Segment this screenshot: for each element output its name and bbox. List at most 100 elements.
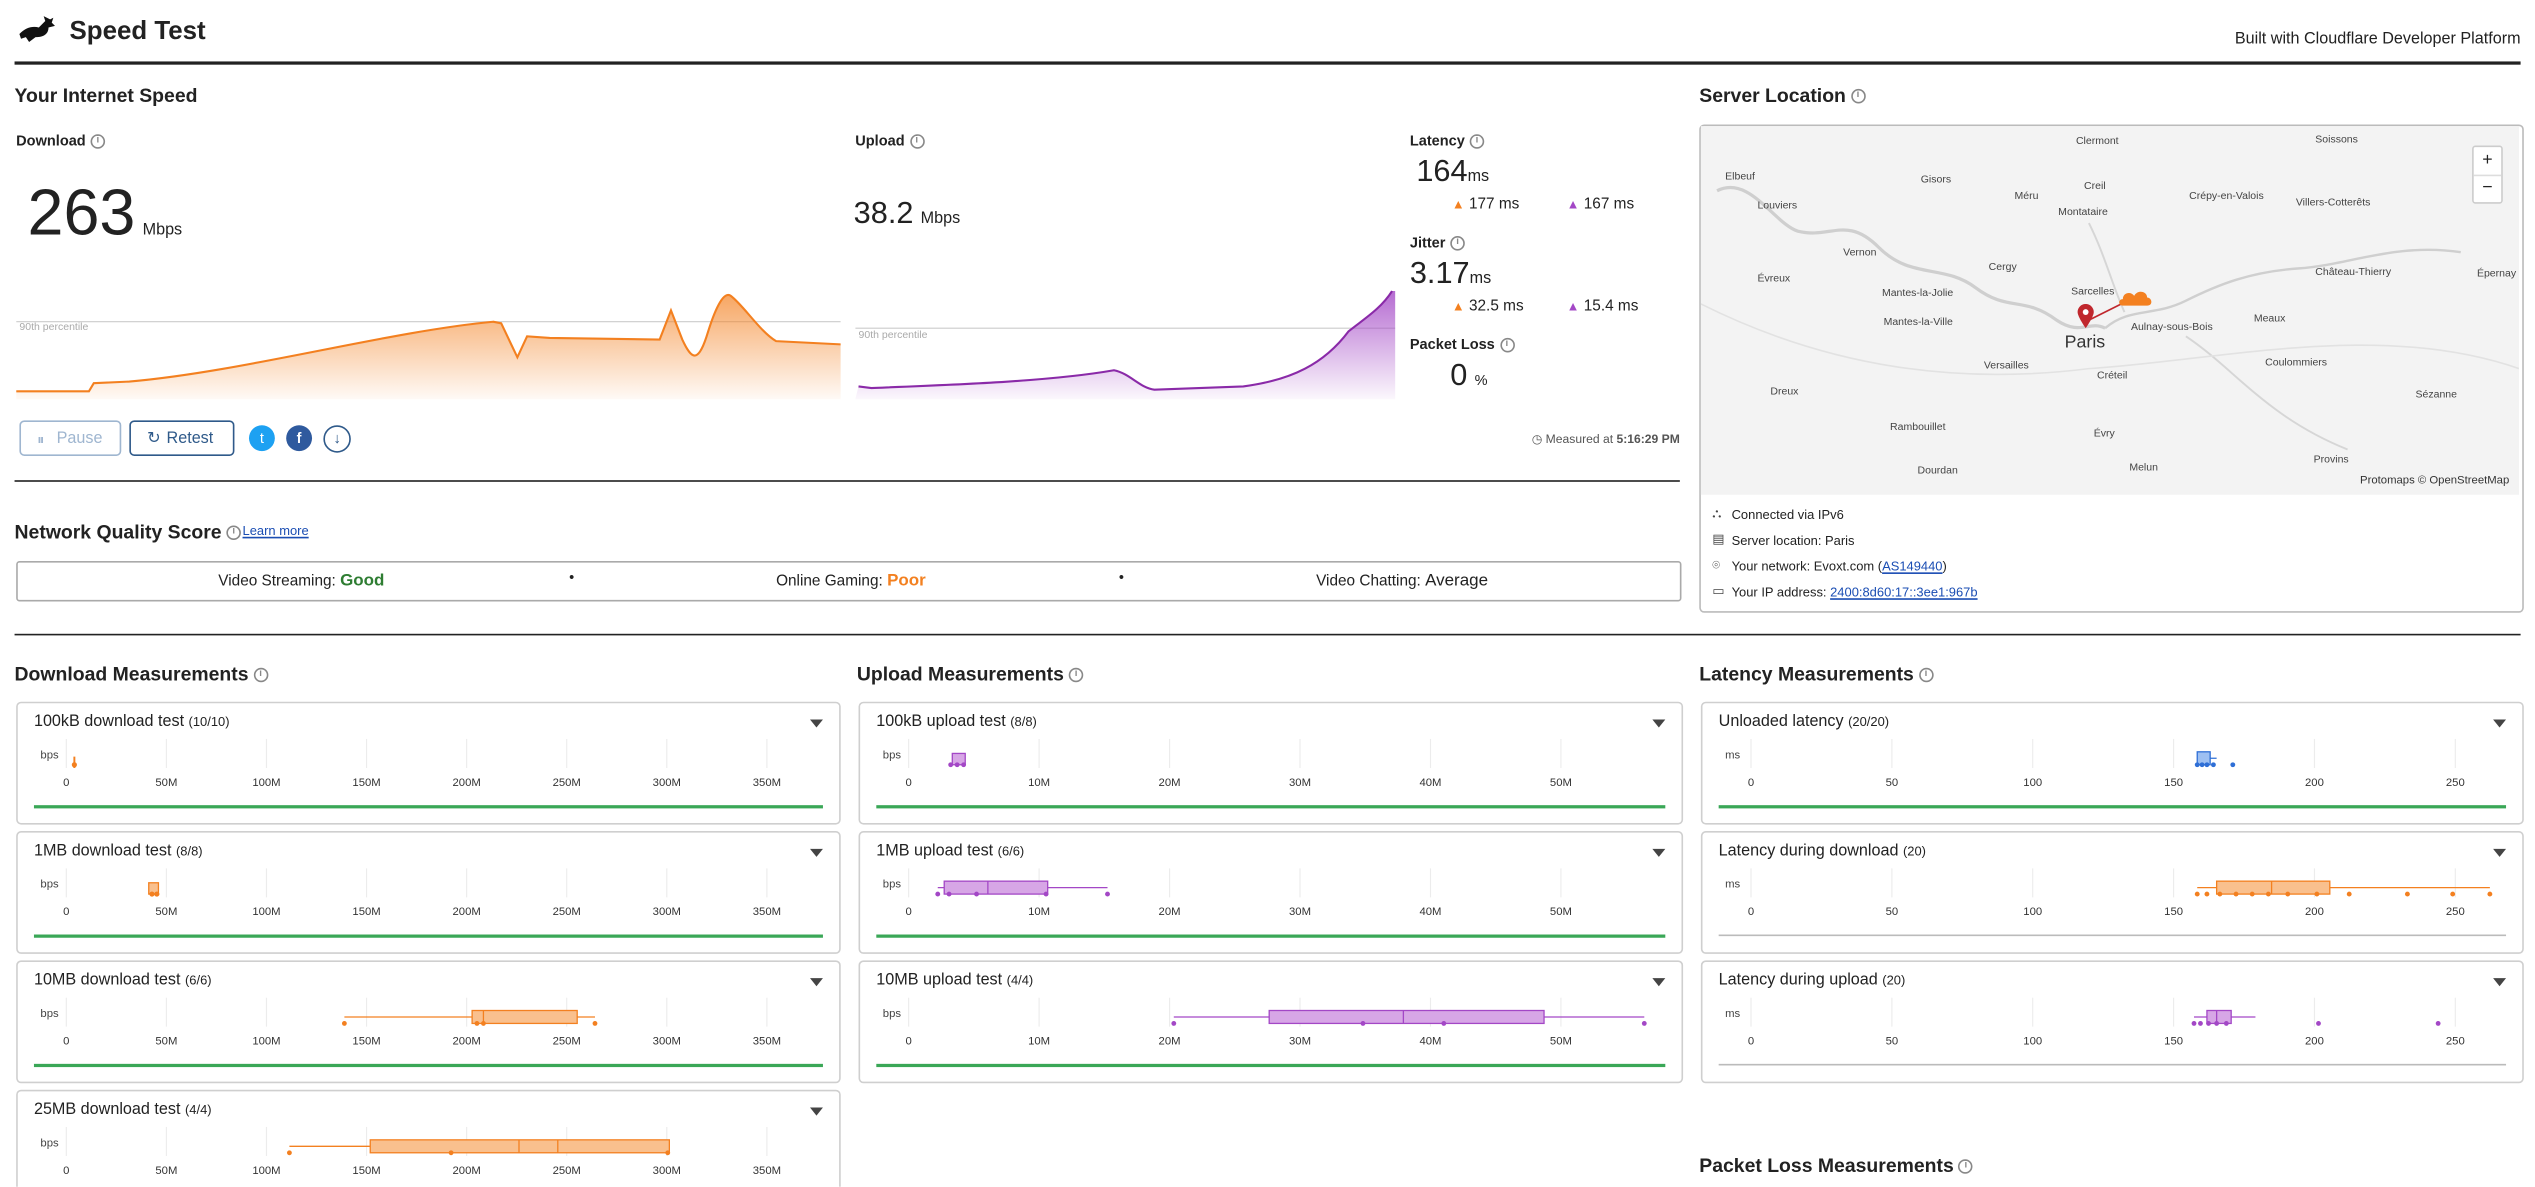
- chevron-down-icon[interactable]: [2493, 848, 2507, 857]
- map-zoom-controls: + −: [2472, 145, 2503, 204]
- download-test-card[interactable]: 100kB download test (10/10) bps 0 50M 100M…: [16, 701, 841, 825]
- axis-tick-label: 150M: [352, 1035, 380, 1047]
- map-place: Aulnay-sous-Bois: [2130, 321, 2213, 334]
- axis-unit: ms: [1725, 879, 1741, 891]
- chevron-down-icon[interactable]: [2493, 719, 2507, 728]
- asn-link[interactable]: AS149440: [1882, 559, 1943, 574]
- map-place: Versailles: [1983, 360, 2029, 372]
- zoom-in-button[interactable]: +: [2473, 147, 2502, 177]
- latency-test-card[interactable]: Unloaded latency (20/20) ms 0 50 100 150 200…: [1700, 701, 2524, 825]
- rabbit-logo-icon: [19, 16, 55, 43]
- cloud-icon: [2119, 291, 2152, 306]
- upload-test-card[interactable]: 10MB upload test (4/4) bps 0 10M 20M 30M 40M…: [858, 960, 1684, 1084]
- info-icon[interactable]: i: [1850, 89, 1866, 105]
- map-place: Dourdan: [1917, 465, 1958, 477]
- map-place: Méru: [2014, 190, 2039, 203]
- twitter-icon[interactable]: t: [248, 425, 275, 452]
- network-icon: ⛬: [1712, 506, 1722, 521]
- main-divider: [14, 633, 2521, 636]
- info-icon[interactable]: i: [909, 134, 925, 149]
- axis-tick-label: 150M: [352, 906, 380, 918]
- info-icon[interactable]: i: [253, 668, 268, 683]
- map-credit[interactable]: Protomaps © OpenStreetMap: [2360, 475, 2510, 487]
- chevron-down-icon[interactable]: [810, 1107, 823, 1116]
- chevron-down-icon[interactable]: [1652, 719, 1666, 728]
- chevron-down-icon[interactable]: [810, 848, 823, 857]
- axis-tick-label: 250M: [553, 906, 581, 918]
- status-line: [33, 934, 823, 938]
- facebook-icon[interactable]: f: [286, 425, 313, 452]
- box-plot: 0 10M 20M 30M 40M 50M: [905, 997, 1647, 1047]
- upload-arrow-icon: ▲: [1566, 299, 1580, 314]
- axis-tick-label: 150: [2164, 906, 2183, 918]
- box-plot: 0 50 100 150 200 250: [1748, 997, 2465, 1047]
- download-chart: [16, 293, 841, 400]
- map-place: Coulommiers: [2265, 357, 2328, 369]
- card-title: Unloaded latency (20/20): [1718, 713, 1890, 731]
- axis-tick-label: 0: [1748, 906, 1754, 918]
- status-line: [1718, 805, 2507, 809]
- map-place: Vernon: [1843, 247, 1877, 259]
- card-title: 100kB download test (10/10): [33, 713, 230, 731]
- ip-address-link[interactable]: 2400:8d60:17::3ee1:967b: [1830, 585, 1978, 600]
- status-line: [876, 805, 1666, 809]
- upload-test-card[interactable]: 100kB upload test (8/8) bps 0 10M 20M 30M 40…: [858, 701, 1684, 825]
- status-line: [876, 1063, 1666, 1068]
- info-icon[interactable]: i: [1958, 1159, 1974, 1175]
- map-place: Château-Thierry: [2315, 266, 2392, 279]
- chevron-down-icon[interactable]: [1652, 848, 1666, 857]
- axis-tick-label: 300M: [653, 1165, 681, 1177]
- axis-tick-label: 10M: [1028, 906, 1050, 918]
- info-icon[interactable]: i: [1469, 134, 1485, 149]
- axis-tick-label: 50M: [1550, 1035, 1572, 1047]
- info-icon[interactable]: i: [1499, 338, 1515, 353]
- nqs-box: [16, 561, 1682, 602]
- info-icon[interactable]: i: [226, 525, 241, 541]
- nqs-title: Network Quality Score i: [15, 521, 241, 543]
- server-panel: [1699, 124, 2524, 613]
- axis-tick-label: 0: [905, 906, 911, 918]
- map-place: Épernay: [2476, 268, 2517, 280]
- status-line: [1718, 934, 2507, 937]
- info-icon[interactable]: i: [1068, 668, 1084, 683]
- card-title: 25MB download test (4/4): [33, 1101, 212, 1119]
- axis-tick-label: 0: [63, 906, 69, 918]
- axis-tick-label: 50: [1886, 777, 1899, 789]
- axis-tick-label: 0: [63, 777, 69, 789]
- axis-tick-label: 20M: [1159, 777, 1181, 789]
- info-icon[interactable]: i: [90, 134, 106, 149]
- info-icon[interactable]: i: [1450, 236, 1465, 251]
- pause-button[interactable]: ⏸ Pause: [19, 420, 122, 456]
- download-test-card[interactable]: 25MB download test (4/4) bps 0 50M 100M 150…: [16, 1089, 841, 1187]
- upload-test-card[interactable]: 1MB upload test (6/6) bps 0 10M 20M 30M 40M 5…: [858, 831, 1684, 954]
- axis-tick-label: 150M: [352, 777, 380, 789]
- info-icon[interactable]: i: [1918, 668, 1934, 683]
- map-place: Mantes-la-Jolie: [1881, 287, 1954, 300]
- map-place: Mantes-la-Ville: [1883, 316, 1953, 329]
- status-line: [1718, 1063, 2507, 1066]
- latency-test-card[interactable]: Latency during upload (20) ms 0 50 100 150 2…: [1700, 960, 2524, 1084]
- latency-down-value: ▲ 177 ms: [1451, 195, 1520, 214]
- map-place: Dreux: [1770, 386, 1799, 398]
- nqs-learn-more-link[interactable]: Learn more: [242, 523, 309, 539]
- axis-unit: bps: [882, 1008, 902, 1021]
- chevron-down-icon[interactable]: [2493, 978, 2507, 987]
- download-test-card[interactable]: 1MB download test (8/8) bps 0 50M 100M 150M…: [16, 831, 841, 954]
- axis-tick-label: 30M: [1289, 777, 1311, 789]
- download-test-card[interactable]: 10MB download test (6/6) bps 0 50M 100M 150…: [16, 960, 841, 1084]
- chevron-down-icon[interactable]: [810, 978, 823, 987]
- nqs-online-gaming: Online Gaming: Poor: [776, 570, 926, 591]
- upload-label: Upload i: [855, 133, 925, 149]
- download-icon[interactable]: ↓: [323, 425, 351, 453]
- retest-button[interactable]: ↻ Retest: [129, 420, 235, 456]
- nqs-video-streaming: Video Streaming: Good: [218, 570, 385, 591]
- pause-icon: ⏸: [37, 431, 45, 448]
- server-map[interactable]: Clermont Soissons Elbeuf Gisors Méru Cre…: [1700, 126, 2519, 495]
- chevron-down-icon[interactable]: [810, 719, 823, 728]
- zoom-out-button[interactable]: −: [2482, 177, 2493, 198]
- map-place: Elbeuf: [1725, 171, 1755, 183]
- status-line: [876, 934, 1666, 938]
- axis-tick-label: 250M: [553, 777, 581, 789]
- latency-test-card[interactable]: Latency during download (20) ms 0 50 100 15…: [1700, 831, 2524, 954]
- chevron-down-icon[interactable]: [1652, 978, 1666, 987]
